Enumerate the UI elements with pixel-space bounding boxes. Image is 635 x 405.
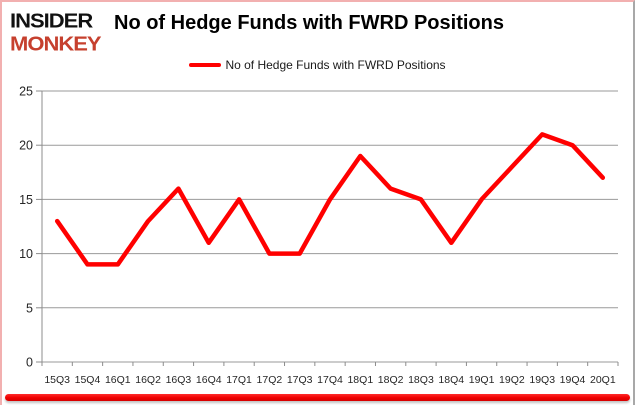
y-tick-label: 20 bbox=[19, 139, 33, 153]
logo-word-insider: INSIDER bbox=[10, 9, 93, 33]
x-tick-label: 17Q1 bbox=[226, 374, 252, 386]
y-tick-label: 10 bbox=[19, 247, 33, 261]
y-tick-label: 0 bbox=[26, 356, 33, 370]
bottom-red-bar bbox=[5, 394, 630, 401]
y-tick-label: 15 bbox=[19, 193, 33, 207]
legend-line-swatch bbox=[189, 63, 222, 67]
x-tick-label: 18Q4 bbox=[438, 374, 464, 386]
logo-word-monkey: MONKEY bbox=[10, 32, 102, 56]
x-tick-label: 17Q3 bbox=[287, 374, 313, 386]
x-tick-label: 19Q3 bbox=[529, 374, 555, 386]
x-tick-label: 19Q4 bbox=[560, 374, 586, 386]
y-tick-label: 25 bbox=[19, 85, 33, 99]
x-tick-label: 16Q2 bbox=[135, 374, 161, 386]
x-tick-label: 17Q2 bbox=[257, 374, 283, 386]
x-tick-label: 15Q3 bbox=[44, 374, 70, 386]
x-tick-label: 17Q4 bbox=[317, 374, 343, 386]
x-tick-label: 19Q1 bbox=[469, 374, 495, 386]
x-tick-label: 18Q1 bbox=[347, 374, 373, 386]
x-tick-label: 18Q2 bbox=[378, 374, 404, 386]
chart-legend: No of Hedge Funds with FWRD Positions bbox=[2, 58, 633, 72]
x-tick-label: 16Q3 bbox=[166, 374, 192, 386]
insider-monkey-logo: INSIDER MONKEY bbox=[10, 9, 102, 56]
y-tick-label: 5 bbox=[26, 301, 33, 315]
x-tick-label: 19Q2 bbox=[499, 374, 525, 386]
x-tick-label: 15Q4 bbox=[75, 374, 101, 386]
x-tick-label: 16Q1 bbox=[105, 374, 131, 386]
x-tick-label: 20Q1 bbox=[590, 374, 616, 386]
x-tick-label: 18Q3 bbox=[408, 374, 434, 386]
x-tick-label: 16Q4 bbox=[196, 374, 222, 386]
chart-title: No of Hedge Funds with FWRD Positions bbox=[114, 12, 504, 34]
legend-label: No of Hedge Funds with FWRD Positions bbox=[225, 58, 446, 72]
series-line-hedge-funds bbox=[54, 132, 606, 267]
